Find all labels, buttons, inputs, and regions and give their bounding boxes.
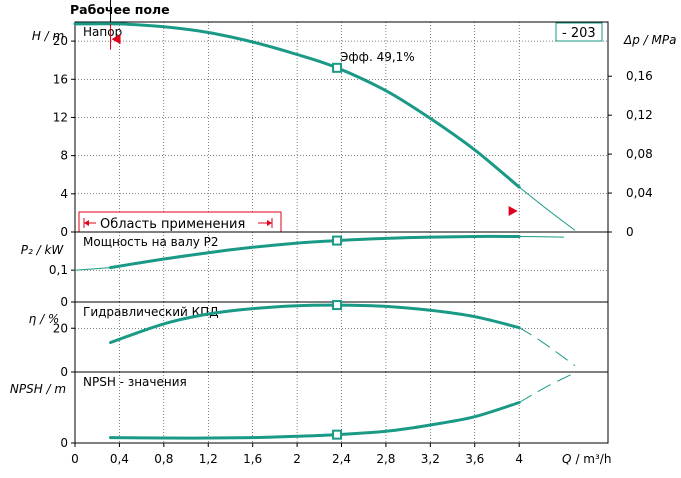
head-operating-point-marker xyxy=(332,62,343,73)
efficiency-series-thick xyxy=(109,303,521,344)
efficiency-y-tick-label: 0 xyxy=(60,365,68,379)
head-y-tick-label: 20 xyxy=(53,34,68,48)
npsh-y-axis-label: NPSH / m xyxy=(10,382,66,396)
power-series-thick xyxy=(109,234,521,270)
head-y-axis-label: H / m xyxy=(32,29,64,43)
x-tick-label: 3,2 xyxy=(421,452,440,466)
power-y-tick-label: 0 xyxy=(60,295,68,309)
x-axis-label-q: Q xyxy=(562,452,571,466)
x-tick-label: 4 xyxy=(515,452,523,466)
application-range-label: Область применения xyxy=(100,217,245,232)
power-panel-title: Мощность на валу P2 xyxy=(83,235,219,249)
head-y-tick-label: 8 xyxy=(60,149,68,163)
head-y-tick-label: 4 xyxy=(60,187,68,201)
right-y-tick-label: 0,08 xyxy=(626,147,653,161)
range-arrow-left-head xyxy=(84,220,89,226)
range-arrow-right-head xyxy=(267,220,272,226)
npsh-panel-title: NPSH - значения xyxy=(83,375,187,389)
x-tick-label: 3,6 xyxy=(465,452,484,466)
x-axis-label-unit: / m³/h xyxy=(575,452,611,466)
head-y-tick-label: 16 xyxy=(53,72,68,86)
power-series-thin xyxy=(74,267,111,271)
efficiency-series-dashed xyxy=(518,327,576,366)
x-tick-label: 2,8 xyxy=(376,452,395,466)
chart-title: Рабочее поле xyxy=(70,2,170,17)
range-min-marker xyxy=(111,34,121,45)
npsh-series-dashed xyxy=(518,372,576,403)
power-y-tick-label: 0,1 xyxy=(49,263,68,277)
power-operating-point-marker xyxy=(332,235,343,246)
x-tick-label: 1,6 xyxy=(243,452,262,466)
npsh-y-tick-label: 0 xyxy=(60,436,68,450)
x-tick-label: 2,4 xyxy=(332,452,351,466)
head-panel-title: Напор xyxy=(83,25,122,39)
right-y-tick-label: 0,04 xyxy=(626,186,653,200)
x-tick-label: 0 xyxy=(71,452,79,466)
curve-id-box xyxy=(555,22,603,42)
power-series-thin xyxy=(518,236,565,238)
x-tick-label: 1,2 xyxy=(199,452,218,466)
right-y-axis-label: Δp / MPa xyxy=(623,33,676,47)
npsh-panel-frame xyxy=(74,371,609,444)
head-series-thin xyxy=(518,186,576,231)
right-y-tick-label: 0 xyxy=(626,225,634,239)
head-y-tick-label: 12 xyxy=(53,110,68,124)
efficiency-annotation: Эфф. 49,1% xyxy=(340,50,415,64)
right-y-tick-label: 0,16 xyxy=(626,69,653,83)
power-y-axis-label: P₂ / kW xyxy=(21,243,65,257)
efficiency-y-tick-label: 20 xyxy=(53,321,68,335)
head-series-thick xyxy=(73,22,521,189)
right-y-tick-label: 0,12 xyxy=(626,108,653,122)
npsh-operating-point-marker xyxy=(332,429,343,440)
x-tick-label: 0,4 xyxy=(110,452,129,466)
curve-id-label: - 203 xyxy=(562,26,596,41)
x-tick-label: 0,8 xyxy=(154,452,173,466)
x-tick-label: 2 xyxy=(293,452,301,466)
efficiency-y-axis-label: η / % xyxy=(29,312,60,326)
efficiency-panel-title: Гидравлический КПД xyxy=(83,305,219,319)
efficiency-operating-point-marker xyxy=(332,300,343,311)
head-y-tick-label: 0 xyxy=(60,225,68,239)
range-max-marker xyxy=(508,206,518,216)
npsh-series-thick xyxy=(109,401,521,440)
x-axis-label: Q / m³/h xyxy=(562,452,611,466)
